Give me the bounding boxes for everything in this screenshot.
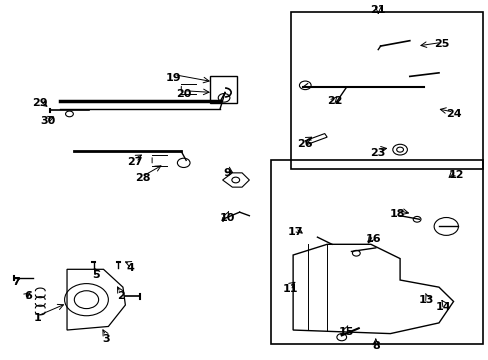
Text: 7: 7 [12,277,20,287]
Text: 25: 25 [433,39,448,49]
Text: 16: 16 [365,234,380,244]
Text: 4: 4 [126,262,134,273]
Text: 23: 23 [370,148,385,158]
Text: 27: 27 [127,157,142,167]
Text: 1: 1 [34,312,41,323]
Bar [271,160,482,344]
Text: 19: 19 [166,73,182,83]
Text: 20: 20 [176,89,191,99]
Text: 28: 28 [134,173,150,183]
Text: 5: 5 [92,270,100,280]
Bar [290,12,482,169]
Bar [210,76,237,103]
Text: 15: 15 [338,327,354,337]
Text: 30: 30 [40,116,55,126]
Text: 8: 8 [371,341,379,351]
Text: 14: 14 [435,302,451,312]
Text: 13: 13 [418,295,434,305]
Text: 10: 10 [219,212,235,222]
Text: 2: 2 [117,291,124,301]
Text: 18: 18 [389,209,405,219]
Text: 3: 3 [102,334,109,344]
Text: 11: 11 [283,284,298,294]
Text: 26: 26 [297,139,312,149]
Text: 6: 6 [24,291,32,301]
Text: 17: 17 [287,227,303,237]
Text: 9: 9 [223,168,231,178]
Text: 12: 12 [447,170,463,180]
Text: 24: 24 [445,109,461,119]
Text: 21: 21 [370,5,385,15]
Text: 29: 29 [32,98,48,108]
Text: 22: 22 [326,96,342,107]
